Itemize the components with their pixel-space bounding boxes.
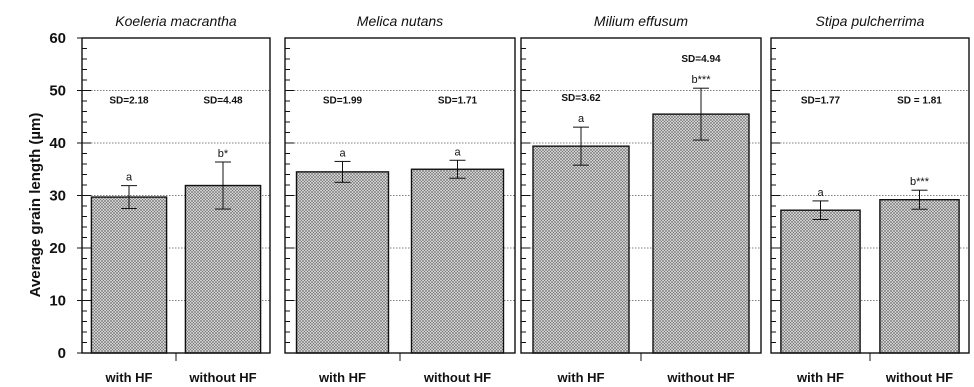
x-tick-label: without HF bbox=[885, 370, 953, 385]
sd-label: SD=1.71 bbox=[438, 96, 478, 107]
bar bbox=[295, 171, 390, 354]
sd-label: SD=1.99 bbox=[323, 96, 363, 107]
x-tick-label: with HF bbox=[318, 370, 366, 385]
significance-label: b*** bbox=[910, 176, 930, 188]
panel-frame bbox=[520, 37, 762, 354]
panel-title: Melica nutans bbox=[357, 13, 443, 29]
bar bbox=[532, 145, 630, 354]
sd-label: SD = 1.81 bbox=[897, 96, 942, 107]
y-tick-labels: 0 10 20 30 40 50 60 bbox=[49, 30, 66, 362]
significance-label: a bbox=[578, 113, 585, 125]
panel: a SD=2.18 with HF b* SD=4.48 without HF Koeler… bbox=[77, 13, 271, 385]
panel: a SD=1.77 with HF b*** SD = 1.81 without HF St… bbox=[770, 13, 970, 385]
significance-label: a bbox=[454, 146, 461, 158]
bar bbox=[90, 196, 168, 354]
significance-label: a bbox=[817, 187, 824, 199]
sd-label: SD=1.77 bbox=[801, 96, 841, 107]
panel-title: Stipa pulcherrima bbox=[816, 13, 925, 29]
y-tick-label: 60 bbox=[49, 30, 66, 47]
panel: a SD=3.62 with HF b*** SD=4.94 without HF Mili… bbox=[520, 13, 762, 385]
x-tick-label: with HF bbox=[557, 370, 605, 385]
x-tick-label: without HF bbox=[423, 370, 491, 385]
bar bbox=[652, 113, 750, 354]
y-tick-label: 10 bbox=[49, 293, 66, 310]
significance-label: b*** bbox=[692, 74, 712, 86]
panel-title: Milium effusum bbox=[594, 13, 688, 29]
x-tick-label: without HF bbox=[188, 370, 256, 385]
y-tick-label: 50 bbox=[49, 83, 66, 100]
bar bbox=[780, 209, 861, 354]
panel: a SD=1.99 with HF a SD=1.71 without HF Melica … bbox=[284, 13, 516, 385]
sd-label: SD=4.48 bbox=[203, 96, 243, 107]
panel-frame bbox=[770, 37, 970, 354]
y-tick-label: 40 bbox=[49, 135, 66, 152]
significance-label: b* bbox=[218, 148, 229, 160]
panel-frame bbox=[81, 37, 271, 354]
sd-label: SD=4.94 bbox=[681, 54, 721, 65]
panel-title: Koeleria macrantha bbox=[115, 13, 237, 29]
significance-label: a bbox=[339, 147, 346, 159]
bar bbox=[184, 184, 262, 354]
y-axis-label: Average grain length (µm) bbox=[27, 113, 44, 298]
significance-label: a bbox=[126, 172, 133, 184]
bar bbox=[410, 168, 505, 354]
sd-label: SD=3.62 bbox=[561, 93, 601, 104]
y-tick-label: 0 bbox=[58, 345, 66, 362]
bar bbox=[879, 198, 960, 354]
x-tick-label: with HF bbox=[105, 370, 153, 385]
x-tick-label: without HF bbox=[666, 370, 734, 385]
y-tick-label: 30 bbox=[49, 188, 66, 205]
panels: a SD=2.18 with HF b* SD=4.48 without HF Koeler… bbox=[77, 13, 970, 385]
x-tick-label: with HF bbox=[796, 370, 844, 385]
panel-frame bbox=[284, 37, 516, 354]
y-tick-label: 20 bbox=[49, 240, 66, 257]
sd-label: SD=2.18 bbox=[109, 96, 149, 107]
